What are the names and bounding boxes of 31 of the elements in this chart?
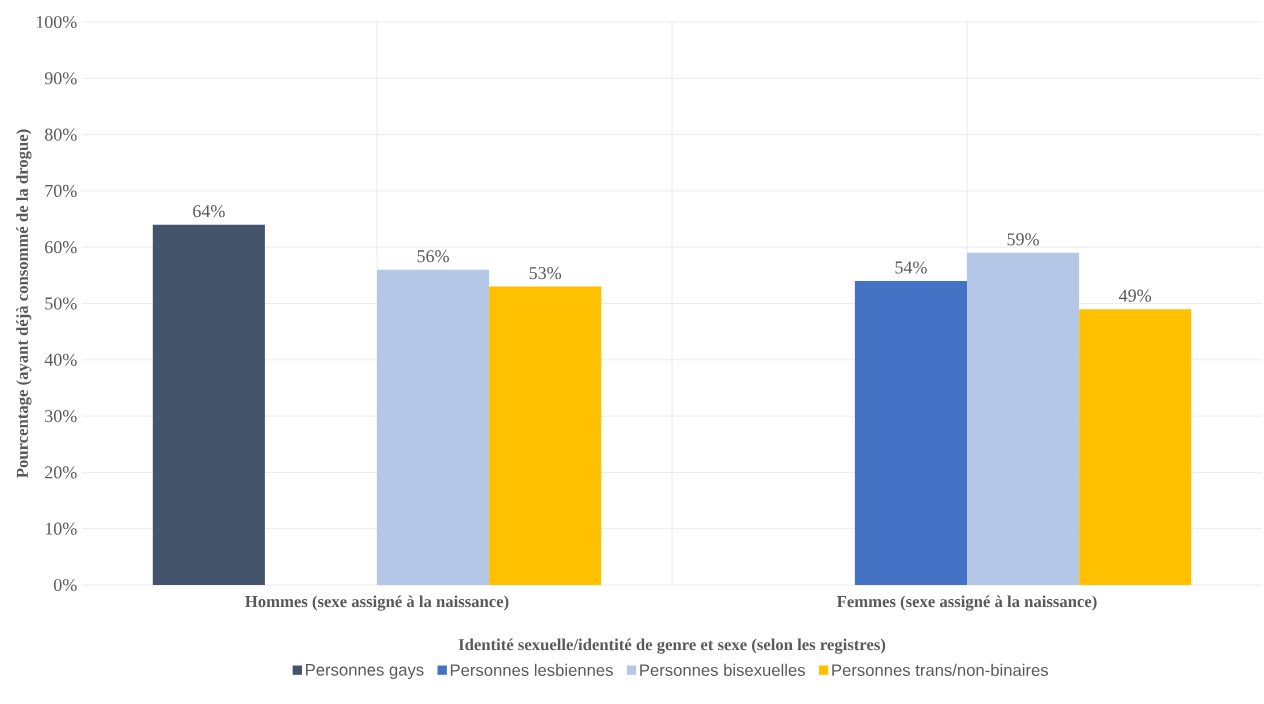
- x-tick-label: Hommes (sexe assigné à la naissance): [245, 595, 509, 611]
- bar: [152, 224, 265, 585]
- y-tick-label: 50%: [45, 297, 77, 310]
- bar: [854, 280, 968, 585]
- legend-label: Personnes trans/non-binaires: [832, 663, 1049, 677]
- y-tick-label: 10%: [45, 522, 77, 535]
- data-label: 49%: [1119, 289, 1152, 302]
- y-tick-label: 100%: [36, 15, 77, 29]
- y-tick-label: 70%: [45, 184, 77, 197]
- x-axis-title: Identité sexuelle/identité de genre et sexe (selon les registres): [458, 638, 886, 654]
- bar: [377, 269, 490, 585]
- y-tick-label: 80%: [44, 128, 77, 141]
- y-tick-label: 20%: [45, 466, 77, 479]
- x-tick-label: Femmes (sexe assigné à la naissance): [836, 595, 1097, 611]
- data-label: 56%: [417, 250, 449, 263]
- legend-label: Personnes gays: [306, 664, 424, 680]
- y-tick-label: 0%: [53, 578, 77, 592]
- bar: [967, 252, 1080, 585]
- data-label: 54%: [895, 261, 927, 274]
- data-label: 64%: [193, 205, 225, 218]
- y-tick-label: 60%: [45, 241, 77, 254]
- y-tick-label: 90%: [44, 72, 77, 85]
- bar: [1079, 309, 1192, 585]
- y-tick-label: 30%: [45, 409, 77, 423]
- data-label: 59%: [1007, 233, 1039, 246]
- legend-label: Personnes bisexuelles: [640, 663, 805, 677]
- y-axis-title: Pourcentage (ayant déjà consommé de la drogue): [16, 129, 32, 478]
- legend-label: Personnes lesbiennes: [450, 663, 613, 677]
- bar: [489, 286, 602, 585]
- y-tick-label: 40%: [44, 353, 77, 366]
- data-label: 53%: [529, 267, 562, 280]
